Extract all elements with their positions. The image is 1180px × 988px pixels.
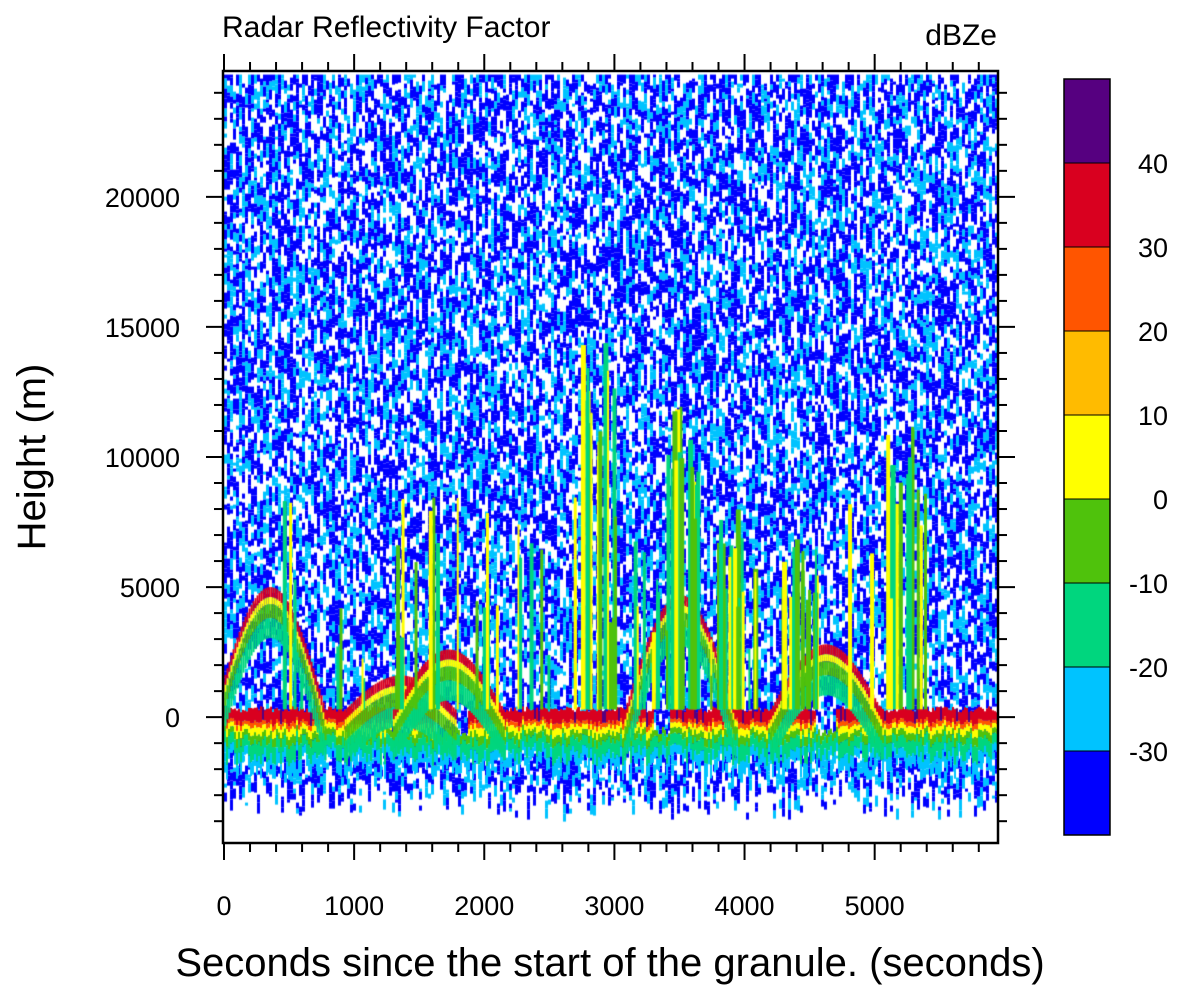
colorbar: -30 -20 -10 0 10 20 30 40	[1063, 78, 1168, 836]
axis-ticks: 0 1000 2000 3000 4000 5000 0 5000 10000 15000 2000…	[105, 54, 1015, 921]
x-tick-label: 1000	[324, 891, 384, 921]
colorbar-bin	[1063, 162, 1111, 248]
colorbar-label: 20	[1138, 317, 1168, 347]
y-tick-label: 10000	[105, 443, 180, 473]
colorbar-frame	[1063, 78, 1111, 836]
plot-area	[224, 72, 997, 842]
y-axis-title: Height (m)	[10, 364, 54, 551]
colorbar-label: -20	[1129, 653, 1168, 683]
x-axis-title: Seconds since the start of the granule. …	[175, 941, 1044, 985]
reflectivity-heatmap	[224, 72, 997, 842]
y-tick-label: 0	[165, 703, 180, 733]
colorbar-label: -30	[1129, 737, 1168, 767]
colorbar-label: 0	[1153, 485, 1168, 515]
x-tick-label: 4000	[714, 891, 774, 921]
colorbar-bin	[1063, 78, 1111, 164]
y-tick-label: 5000	[120, 573, 180, 603]
chart-title: Radar Reflectivity Factor	[222, 11, 550, 44]
colorbar-label: 30	[1138, 233, 1168, 263]
x-tick-label: 5000	[845, 891, 905, 921]
colorbar-label: 10	[1138, 401, 1168, 431]
colorbar-bin	[1063, 666, 1111, 752]
colorbar-label: -10	[1129, 569, 1168, 599]
x-tick-label: 2000	[454, 891, 514, 921]
colorbar-bin	[1063, 498, 1111, 584]
colorbar-bin	[1063, 246, 1111, 332]
units-label: dBZe	[925, 19, 997, 52]
y-tick-label: 20000	[105, 183, 180, 213]
colorbar-bin	[1063, 414, 1111, 500]
y-tick-label: 15000	[105, 313, 180, 343]
colorbar-bin	[1063, 750, 1111, 836]
colorbar-label: 40	[1138, 149, 1168, 179]
colorbar-bin	[1063, 330, 1111, 416]
x-tick-label: 3000	[584, 891, 644, 921]
colorbar-bin	[1063, 582, 1111, 668]
x-tick-label: 0	[216, 891, 231, 921]
